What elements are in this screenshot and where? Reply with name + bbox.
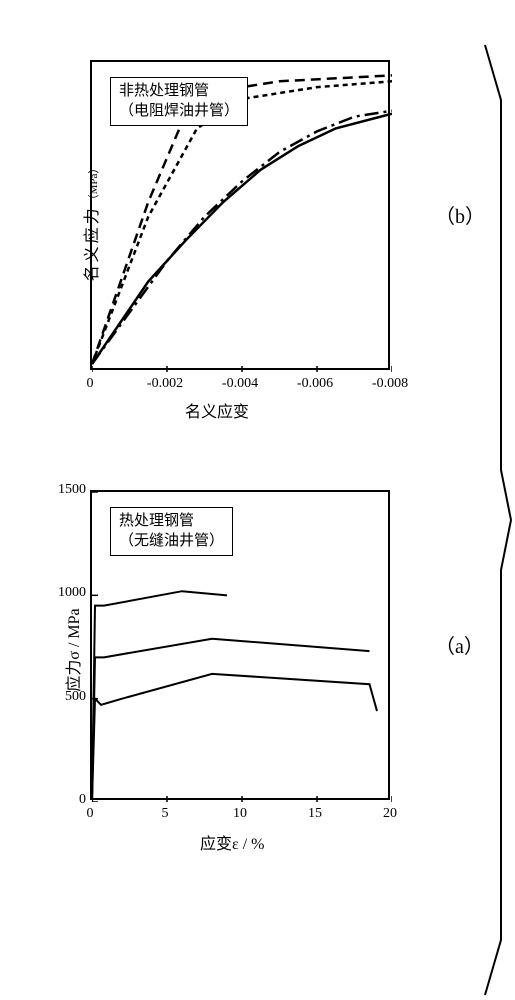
ytick-label: 1500 (48, 482, 86, 498)
xtick-label: -0.006 (289, 376, 341, 392)
annot-line: （无缝油井管） (119, 532, 224, 552)
chart-b-annotation: 非热处理钢管 （电阻焊油井管） (110, 77, 248, 126)
xtick-label: 15 (303, 806, 327, 822)
xtick-label: -0.004 (214, 376, 266, 392)
ytick-label: 1000 (48, 585, 86, 601)
xtick-label: 10 (228, 806, 252, 822)
xtick-label: 0 (64, 376, 116, 392)
xtick-label: -0.008 (364, 376, 416, 392)
ytick-label: 500 (48, 689, 86, 705)
xtick-label: 20 (378, 806, 402, 822)
annot-line: （电阻焊油井管） (119, 102, 239, 122)
chart-b-xlabel: 名义应变 (185, 398, 249, 422)
figure-bracket (483, 40, 513, 1000)
xtick-label: 5 (153, 806, 177, 822)
chart-a-annotation: 热处理钢管 （无缝油井管） (110, 507, 233, 556)
xtick-label: -0.002 (139, 376, 191, 392)
chart-a-xlabel: 应变ε / % (200, 830, 265, 854)
xtick-label: 0 (78, 806, 102, 822)
annot-line: 非热处理钢管 (119, 82, 239, 102)
chart-b-tag: （b） (435, 200, 485, 229)
chart-b-ylabel: 名义应力（MPa） (78, 132, 102, 312)
figure-container: 名义应力（MPa） 0 -0.002 -0.004 -0.006 -0.008 名义应变… (10, 40, 505, 960)
annot-line: 热处理钢管 (119, 512, 224, 532)
chart-a-tag: （a） (435, 630, 484, 659)
